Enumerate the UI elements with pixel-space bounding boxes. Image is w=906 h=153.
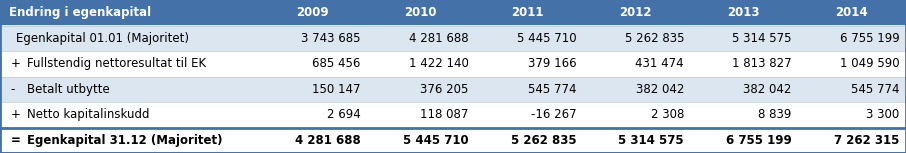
Bar <box>0 26 906 51</box>
Text: 382 042: 382 042 <box>636 83 684 96</box>
Text: =: = <box>11 134 21 147</box>
Text: 3 743 685: 3 743 685 <box>301 32 361 45</box>
Text: 376 205: 376 205 <box>420 83 468 96</box>
Bar <box>0 0 906 26</box>
Text: 2014: 2014 <box>834 6 868 19</box>
Text: 4 281 688: 4 281 688 <box>294 134 361 147</box>
Text: 431 474: 431 474 <box>635 57 684 70</box>
Text: 5 262 835: 5 262 835 <box>624 32 684 45</box>
Text: 382 042: 382 042 <box>744 83 792 96</box>
Text: 150 147: 150 147 <box>312 83 361 96</box>
Text: 1 813 827: 1 813 827 <box>732 57 792 70</box>
Text: 2 694: 2 694 <box>327 108 361 121</box>
Bar <box>0 51 906 76</box>
Bar <box>0 127 906 153</box>
Text: 1 422 140: 1 422 140 <box>409 57 468 70</box>
Text: 8 839: 8 839 <box>758 108 792 121</box>
Text: 545 774: 545 774 <box>851 83 900 96</box>
Text: +: + <box>11 108 21 121</box>
Text: 3 300: 3 300 <box>866 108 900 121</box>
Text: +: + <box>11 57 21 70</box>
Text: Netto kapitalinskudd: Netto kapitalinskudd <box>27 108 149 121</box>
Text: 4 281 688: 4 281 688 <box>409 32 468 45</box>
Text: 5 314 575: 5 314 575 <box>619 134 684 147</box>
Text: 7 262 315: 7 262 315 <box>834 134 900 147</box>
Text: 5 445 710: 5 445 710 <box>516 32 576 45</box>
Text: 2012: 2012 <box>620 6 651 19</box>
Text: 5 445 710: 5 445 710 <box>403 134 468 147</box>
Text: 2009: 2009 <box>295 6 329 19</box>
Text: 379 166: 379 166 <box>527 57 576 70</box>
Text: -: - <box>11 83 15 96</box>
Text: 685 456: 685 456 <box>313 57 361 70</box>
Text: 2011: 2011 <box>512 6 544 19</box>
Text: 545 774: 545 774 <box>527 83 576 96</box>
Text: 118 087: 118 087 <box>420 108 468 121</box>
Text: Endring i egenkapital: Endring i egenkapital <box>9 6 151 19</box>
Text: 5 262 835: 5 262 835 <box>511 134 576 147</box>
Text: 6 755 199: 6 755 199 <box>840 32 900 45</box>
Text: Betalt utbytte: Betalt utbytte <box>27 83 110 96</box>
Text: 1 049 590: 1 049 590 <box>840 57 900 70</box>
Bar <box>0 76 906 102</box>
Bar <box>0 102 906 127</box>
Text: Egenkapital 01.01 (Majoritet): Egenkapital 01.01 (Majoritet) <box>16 32 189 45</box>
Text: 6 755 199: 6 755 199 <box>726 134 792 147</box>
Text: 2010: 2010 <box>404 6 436 19</box>
Text: 5 314 575: 5 314 575 <box>732 32 792 45</box>
Text: 2013: 2013 <box>728 6 759 19</box>
Text: -16 267: -16 267 <box>531 108 576 121</box>
Text: Egenkapital 31.12 (Majoritet): Egenkapital 31.12 (Majoritet) <box>27 134 223 147</box>
Text: 2 308: 2 308 <box>651 108 684 121</box>
Text: Fullstendig nettoresultat til EK: Fullstendig nettoresultat til EK <box>27 57 207 70</box>
